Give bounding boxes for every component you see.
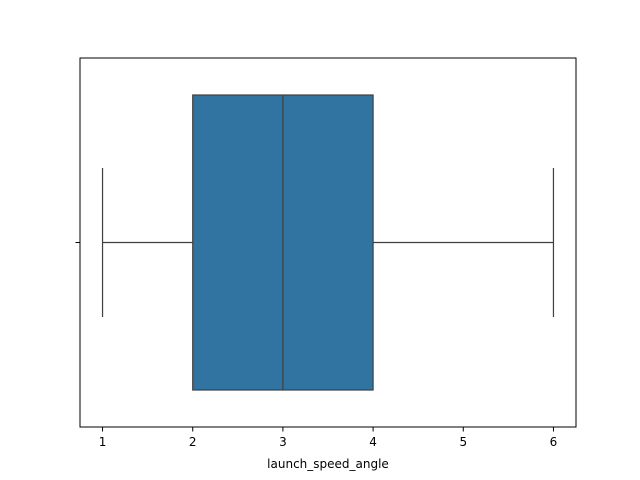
x-tick-label: 5 bbox=[459, 435, 467, 449]
x-tick-label: 3 bbox=[279, 435, 287, 449]
x-tick-label: 1 bbox=[99, 435, 107, 449]
x-tick-label: 6 bbox=[550, 435, 558, 449]
plot-area bbox=[101, 94, 555, 391]
x-axis-label: launch_speed_angle bbox=[267, 457, 389, 471]
x-axis-ticks: 1 2 3 4 5 6 bbox=[99, 427, 558, 449]
x-tick-label: 2 bbox=[189, 435, 197, 449]
x-tick-label: 4 bbox=[369, 435, 377, 449]
